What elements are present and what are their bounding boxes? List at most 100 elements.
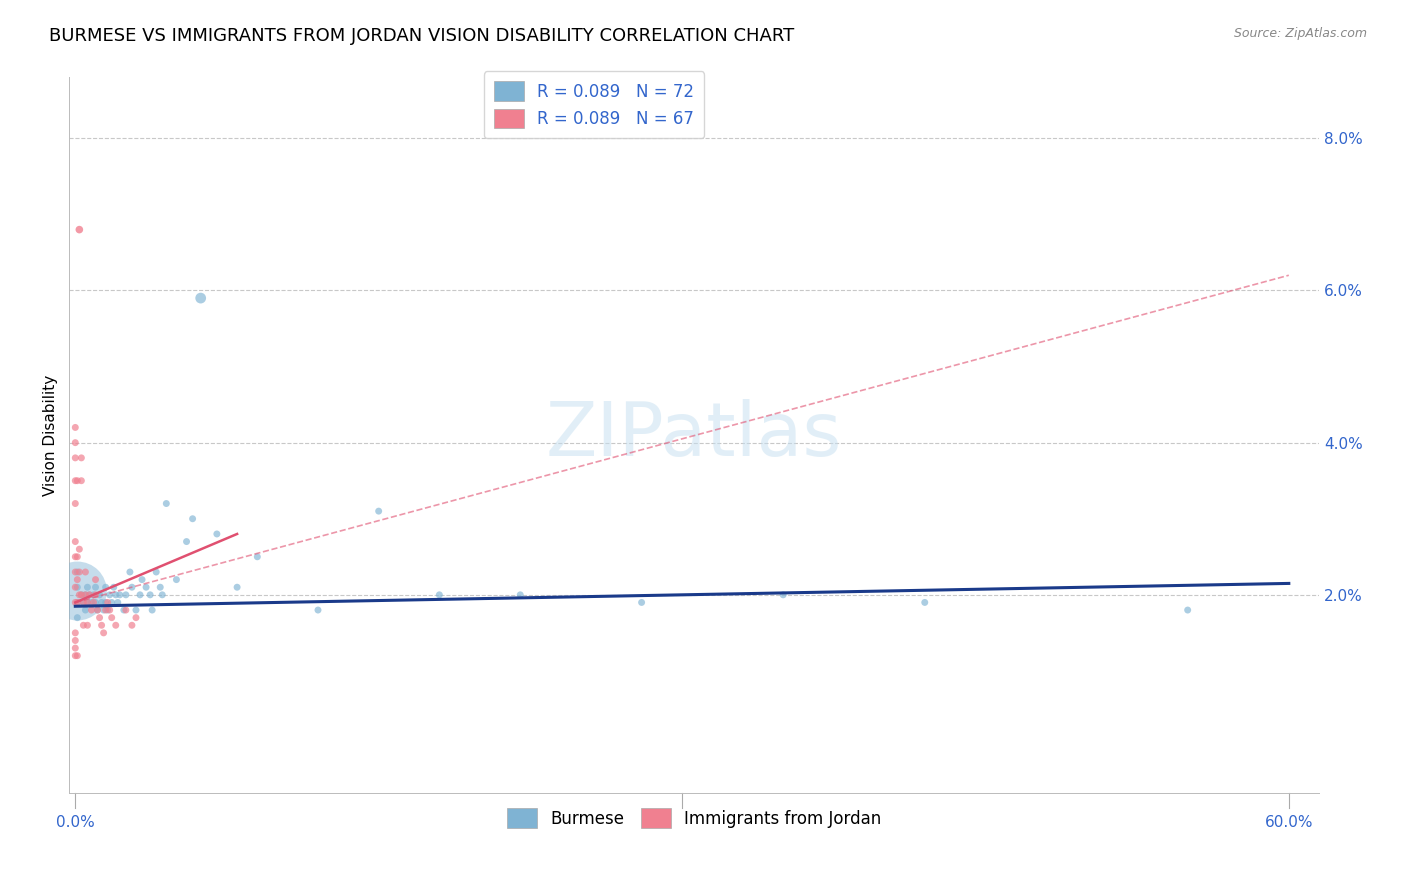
- Point: [76, 618, 98, 632]
- Point: [118, 565, 141, 579]
- Point: [94, 595, 117, 609]
- Point: [107, 595, 129, 609]
- Point: [150, 588, 173, 602]
- Point: [98, 603, 121, 617]
- Point: [67, 542, 90, 557]
- Point: [66, 474, 89, 488]
- Point: [89, 588, 111, 602]
- Point: [427, 588, 450, 602]
- Point: [66, 549, 89, 564]
- Point: [75, 565, 97, 579]
- Point: [65, 450, 87, 465]
- Point: [84, 573, 107, 587]
- Point: [65, 474, 87, 488]
- Point: [104, 588, 127, 602]
- Point: [65, 565, 87, 579]
- Point: [65, 549, 87, 564]
- Point: [75, 603, 97, 617]
- Point: [67, 222, 90, 236]
- Point: [84, 580, 107, 594]
- Point: [80, 603, 103, 617]
- Point: [94, 603, 117, 617]
- Point: [149, 580, 172, 594]
- Point: [97, 603, 120, 617]
- Point: [89, 610, 111, 624]
- Text: 60.0%: 60.0%: [1264, 815, 1313, 830]
- Point: [76, 595, 98, 609]
- Point: [70, 474, 93, 488]
- Point: [176, 534, 198, 549]
- Point: [121, 580, 143, 594]
- Point: [72, 595, 94, 609]
- Point: [70, 450, 93, 465]
- Point: [65, 595, 87, 609]
- Point: [65, 648, 87, 663]
- Point: [145, 565, 167, 579]
- Point: [125, 610, 148, 624]
- Point: [108, 588, 131, 602]
- Y-axis label: Vision Disability: Vision Disability: [44, 375, 58, 496]
- Point: [65, 633, 87, 648]
- Point: [80, 595, 103, 609]
- Point: [129, 588, 152, 602]
- Point: [165, 573, 187, 587]
- Point: [103, 580, 125, 594]
- Point: [135, 580, 157, 594]
- Point: [115, 588, 138, 602]
- Point: [66, 595, 89, 609]
- Point: [65, 625, 87, 640]
- Point: [93, 603, 115, 617]
- Legend: Burmese, Immigrants from Jordan: Burmese, Immigrants from Jordan: [501, 802, 889, 834]
- Point: [76, 580, 98, 594]
- Point: [84, 588, 107, 602]
- Point: [307, 603, 329, 617]
- Text: ZIPatlas: ZIPatlas: [546, 399, 842, 472]
- Point: [181, 512, 204, 526]
- Point: [65, 420, 87, 434]
- Point: [90, 595, 112, 609]
- Point: [70, 588, 93, 602]
- Point: [100, 595, 122, 609]
- Point: [90, 618, 112, 632]
- Point: [66, 573, 89, 587]
- Text: BURMESE VS IMMIGRANTS FROM JORDAN VISION DISABILITY CORRELATION CHART: BURMESE VS IMMIGRANTS FROM JORDAN VISION…: [49, 27, 794, 45]
- Point: [86, 603, 108, 617]
- Point: [93, 625, 115, 640]
- Point: [205, 527, 228, 541]
- Point: [226, 580, 249, 594]
- Point: [65, 496, 87, 510]
- Point: [104, 618, 127, 632]
- Point: [125, 603, 148, 617]
- Point: [1177, 603, 1199, 617]
- Point: [112, 603, 135, 617]
- Text: 0.0%: 0.0%: [56, 815, 94, 830]
- Point: [98, 588, 121, 602]
- Point: [66, 584, 89, 599]
- Point: [67, 588, 90, 602]
- Point: [100, 610, 122, 624]
- Point: [65, 641, 87, 656]
- Point: [65, 580, 87, 594]
- Point: [72, 618, 94, 632]
- Point: [246, 549, 269, 564]
- Point: [79, 588, 101, 602]
- Point: [76, 595, 98, 609]
- Point: [509, 588, 531, 602]
- Point: [94, 580, 117, 594]
- Point: [131, 573, 153, 587]
- Text: Source: ZipAtlas.com: Source: ZipAtlas.com: [1233, 27, 1367, 40]
- Point: [141, 603, 163, 617]
- Point: [66, 580, 89, 594]
- Point: [66, 610, 89, 624]
- Point: [84, 595, 107, 609]
- Point: [65, 435, 87, 450]
- Point: [121, 618, 143, 632]
- Point: [83, 595, 105, 609]
- Point: [66, 595, 89, 609]
- Point: [190, 291, 212, 305]
- Point: [155, 496, 177, 510]
- Point: [914, 595, 936, 609]
- Point: [630, 595, 652, 609]
- Point: [86, 603, 108, 617]
- Point: [97, 595, 120, 609]
